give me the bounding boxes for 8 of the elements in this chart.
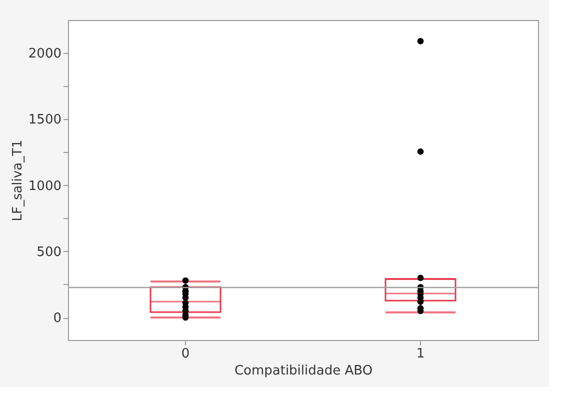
y-tick-label: 1000	[28, 178, 62, 194]
x-tick-label: 1	[416, 346, 425, 362]
y-axis-title: LF_saliva_T1	[10, 140, 26, 222]
y-tick-label: 500	[36, 244, 62, 260]
y-tick-label: 1500	[28, 112, 62, 128]
x-axis-title: Compatibilidade ABO	[234, 364, 373, 378]
y-tick-label: 2000	[28, 46, 62, 62]
y-tick-label: 0	[53, 311, 62, 326]
